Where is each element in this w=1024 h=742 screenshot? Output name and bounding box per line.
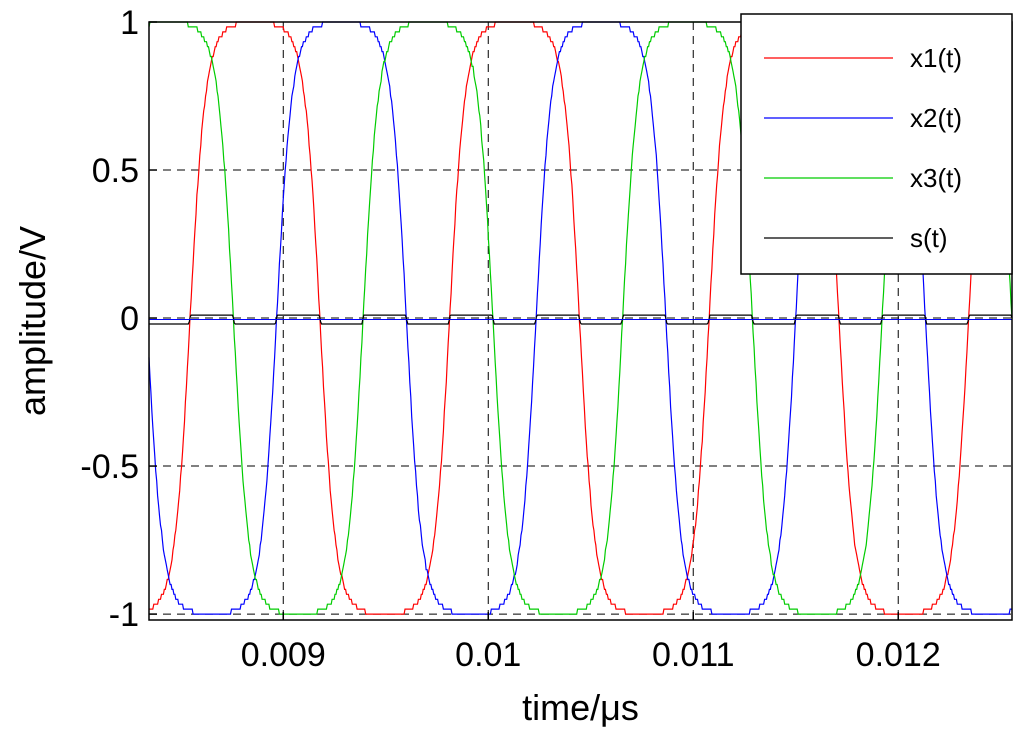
series-line-x1(t): [149, 21, 1012, 615]
y-tick-label: 0.5: [92, 152, 139, 190]
axis-ticks: 0.009 0.01 0.011 0.012 -1 -0.5 0 0.5 1: [80, 4, 940, 674]
y-tick-label: 0: [120, 300, 139, 338]
x-tick-label: 0.01: [455, 636, 521, 674]
series-group: [148, 21, 1013, 615]
y-tick-label: 1: [120, 4, 139, 42]
x-tick-label: 0.011: [652, 636, 735, 674]
y-axis-title: amplitude/V: [12, 226, 53, 416]
legend-label: x1(t): [910, 43, 962, 73]
series-line-x3(t): [148, 21, 1013, 615]
y-tick-label: -0.5: [80, 448, 139, 486]
y-tick-label: -1: [109, 596, 139, 634]
plot-frame: [148, 21, 1013, 621]
legend: x1(t) x2(t) x3(t) s(t): [740, 13, 1013, 275]
legend-label: x3(t): [910, 163, 962, 193]
legend-label: x2(t): [910, 103, 962, 133]
legend-box: [740, 13, 1013, 275]
x-tick-label: 0.012: [856, 636, 941, 674]
legend-label: s(t): [910, 223, 948, 253]
x-tick-label: 0.009: [241, 636, 326, 674]
x-axis-title: time/μs: [522, 687, 639, 728]
series-line-s(t): [149, 314, 1013, 325]
